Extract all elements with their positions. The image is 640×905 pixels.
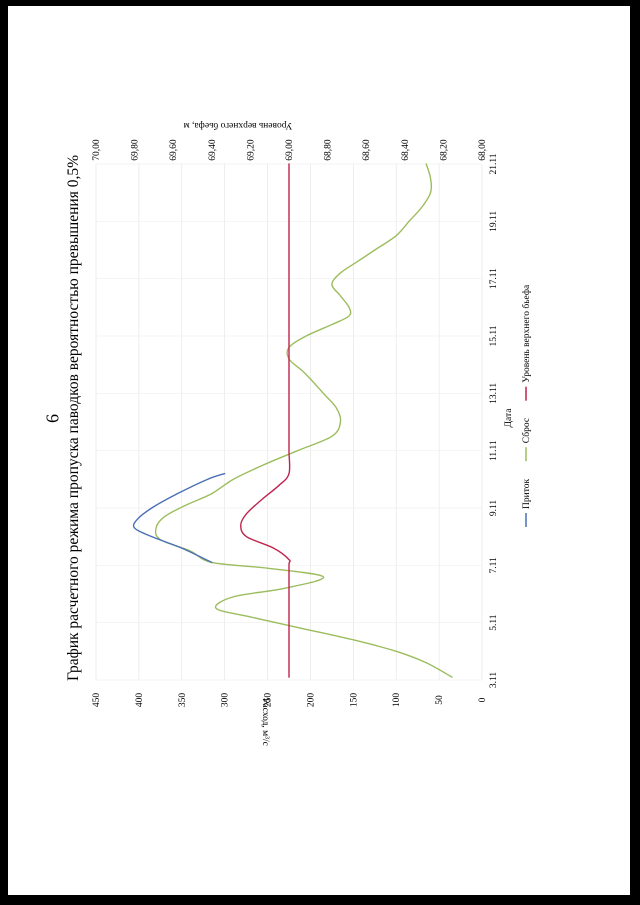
left-tick-label: 150 <box>349 693 359 708</box>
x-tick-label: 9.11 <box>489 500 499 517</box>
x-tick-labels: 3.11 5.11 7.11 9.11 11.11 13.11 15.11 17.11 19.1… <box>489 153 499 688</box>
right-tick-label: 69,20 <box>246 139 256 161</box>
left-tick-label: 250 <box>264 693 274 708</box>
right-tick-label: 68,20 <box>439 139 449 161</box>
left-axis-tick-labels: 0 50 100 150 200 250 300 350 400 450 <box>92 693 488 708</box>
right-tick-label: 68,60 <box>362 139 372 161</box>
right-tick-label: 68,80 <box>324 139 334 161</box>
x-tick-label: 11.11 <box>489 440 499 461</box>
legend-label: Приток <box>522 479 532 509</box>
legend-label: Сброс <box>521 418 532 443</box>
series-line-headwater-level <box>240 163 291 678</box>
series-line-discharge <box>154 163 453 678</box>
legend-label: Уровень верхнего бьефа <box>521 284 532 383</box>
x-tick-label: 3.11 <box>489 672 499 689</box>
left-tick-label: 300 <box>221 693 231 708</box>
left-tick-label: 50 <box>435 695 445 705</box>
right-tick-label: 69,40 <box>208 139 218 161</box>
x-tick-label: 21.11 <box>489 153 499 174</box>
right-tick-label: 69,00 <box>285 139 295 161</box>
left-tick-label: 350 <box>178 693 188 708</box>
left-tick-label: 200 <box>306 693 316 708</box>
x-axis-title: Дата <box>504 408 514 428</box>
left-axis-title: Расход, м³/с <box>260 698 270 746</box>
chart-title: График расчетного режима пропуска паводк… <box>65 155 82 681</box>
right-tick-label: 70,00 <box>92 139 102 161</box>
series-line-inflow <box>132 472 226 564</box>
right-tick-label: 68,40 <box>401 139 411 161</box>
right-tick-label: 69,80 <box>131 139 141 161</box>
left-tick-label: 0 <box>478 697 488 702</box>
x-tick-label: 19.11 <box>489 211 499 232</box>
left-tick-label: 100 <box>392 693 402 708</box>
right-axis-title: Уровень верхнего бьефа, м <box>184 120 293 131</box>
legend: Приток Сброс Уровень верхнего бьефа <box>521 284 532 527</box>
plot-series <box>132 163 453 678</box>
right-tick-label: 69,60 <box>169 139 179 161</box>
x-tick-label: 13.11 <box>489 383 499 404</box>
x-tick-label: 5.11 <box>489 614 499 631</box>
left-tick-label: 450 <box>92 693 102 708</box>
left-tick-label: 400 <box>135 693 145 708</box>
x-tick-label: 7.11 <box>489 557 499 574</box>
x-tick-label: 15.11 <box>489 325 499 346</box>
right-axis-tick-labels: 68,00 68,20 68,40 68,60 68,80 69,00 69,20 69,40… <box>92 139 488 161</box>
right-tick-label: 68,00 <box>478 139 488 161</box>
x-tick-label: 17.11 <box>489 268 499 289</box>
